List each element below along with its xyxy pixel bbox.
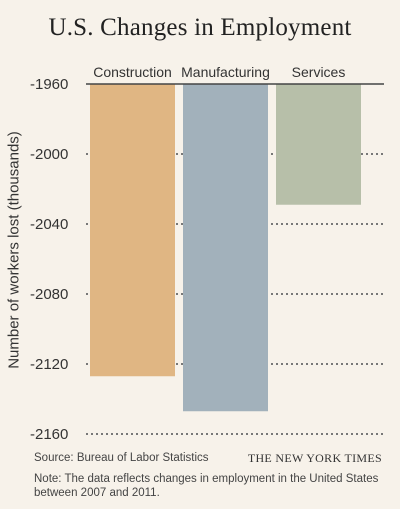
bar-manufacturing bbox=[183, 84, 268, 412]
category-label: Construction bbox=[93, 64, 172, 80]
bars bbox=[90, 84, 361, 412]
y-tick-label: -1960 bbox=[30, 76, 68, 93]
y-tick-label: -2080 bbox=[30, 286, 68, 303]
y-tick-label: -2040 bbox=[30, 216, 68, 233]
bar-services bbox=[276, 84, 361, 205]
category-labels: Construction Manufacturing Services bbox=[93, 64, 345, 80]
y-tick-label: -2120 bbox=[30, 356, 68, 373]
category-label: Services bbox=[292, 64, 346, 80]
source-note: Source: Bureau of Labor Statistics bbox=[34, 452, 209, 464]
y-tick-label: -2160 bbox=[30, 426, 68, 443]
footnote: Note: The data reflects changes in emplo… bbox=[34, 473, 379, 499]
y-tick-labels: -1960 -2000 -2040 -2080 -2120 -2160 bbox=[30, 76, 68, 443]
chart-title: U.S. Changes in Employment bbox=[48, 14, 352, 41]
y-tick-label: -2000 bbox=[30, 146, 68, 163]
publisher-credit: THE NEW YORK TIMES bbox=[247, 451, 382, 465]
category-label: Manufacturing bbox=[181, 64, 270, 80]
bar-construction bbox=[90, 84, 175, 377]
